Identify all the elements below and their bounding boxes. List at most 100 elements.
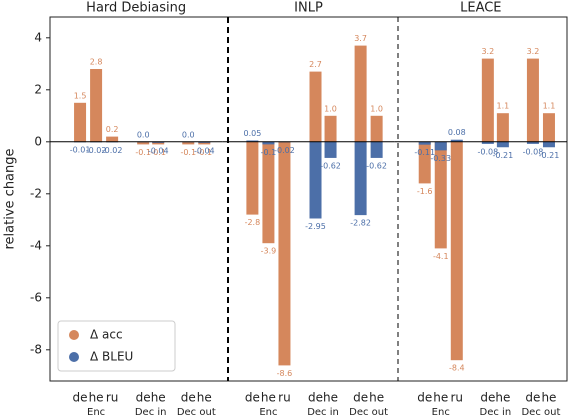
x-tick-label: he xyxy=(433,391,448,405)
bar xyxy=(370,115,383,142)
x-tick-label: de xyxy=(525,391,540,405)
x-tick-label: de xyxy=(480,391,495,405)
value-label: -0.62 xyxy=(366,161,387,170)
group-label: Dec in xyxy=(307,407,339,418)
value-label: 0.2 xyxy=(106,125,119,134)
x-tick-label: he xyxy=(197,391,212,405)
value-label: 1.0 xyxy=(370,104,383,113)
y-tick-label: -6 xyxy=(30,290,42,304)
value-label: -0.1 xyxy=(180,148,196,157)
legend-marker xyxy=(69,330,79,340)
y-tick-label: -4 xyxy=(30,238,42,252)
value-label: 1.5 xyxy=(74,91,87,100)
group-label: Dec in xyxy=(135,407,167,418)
bar xyxy=(354,45,367,142)
x-tick-label: de xyxy=(245,391,260,405)
group-label: Dec in xyxy=(480,407,512,418)
x-tick-label: he xyxy=(323,391,338,405)
value-label: -8.6 xyxy=(277,369,293,378)
value-label: -1.6 xyxy=(417,187,433,196)
group-label: Enc xyxy=(432,407,450,418)
x-tick-label: he xyxy=(89,391,104,405)
x-tick-label: de xyxy=(353,391,368,405)
value-label: 1.1 xyxy=(543,102,556,111)
y-tick-label: 4 xyxy=(34,30,42,44)
value-label: -0.1 xyxy=(196,148,212,157)
value-label: -8.4 xyxy=(449,364,465,373)
value-label: 0.08 xyxy=(448,128,466,137)
value-label: 1.0 xyxy=(324,104,337,113)
bar xyxy=(152,141,165,145)
bar xyxy=(198,141,211,145)
legend-box xyxy=(57,320,176,372)
plot-frame xyxy=(49,16,568,382)
value-label: -0.21 xyxy=(493,151,514,160)
bar xyxy=(418,141,431,184)
x-tick-label: ru xyxy=(451,391,464,405)
bar xyxy=(434,141,447,249)
bar xyxy=(324,115,337,142)
group-label: Dec out xyxy=(349,407,388,418)
value-label: -0.1 xyxy=(261,148,277,157)
value-label: -2.95 xyxy=(305,222,326,231)
value-label: -0.04 xyxy=(148,146,169,155)
bar xyxy=(324,141,337,158)
value-label: -0.1 xyxy=(150,148,166,157)
bar xyxy=(496,141,509,148)
bar xyxy=(137,141,150,145)
bar xyxy=(354,141,367,216)
panel-title: Hard Debiasing xyxy=(86,1,186,16)
bar xyxy=(496,113,509,142)
bar xyxy=(481,58,494,142)
x-tick-label: ru xyxy=(106,391,119,405)
y-tick-label: -2 xyxy=(30,186,42,200)
y-axis-label: relative change xyxy=(3,148,18,249)
value-label: -0.21 xyxy=(539,151,560,160)
y-tick-label: 2 xyxy=(34,82,42,96)
value-label: -0.08 xyxy=(523,147,544,156)
bar xyxy=(198,141,211,143)
x-tick-label: ru xyxy=(278,391,291,405)
x-tick-label: he xyxy=(261,391,276,405)
bar xyxy=(262,141,275,244)
group-label: Dec out xyxy=(177,407,216,418)
bar xyxy=(418,141,431,145)
x-tick-label: he xyxy=(369,391,384,405)
bar xyxy=(152,141,165,143)
legend-label: Δ acc xyxy=(90,328,123,342)
value-label: -0.02 xyxy=(102,146,123,155)
value-label: 0.0 xyxy=(137,130,150,139)
value-label: 0.05 xyxy=(243,129,261,138)
bar xyxy=(262,141,275,145)
value-label: 3.2 xyxy=(481,47,494,56)
value-label: -2.8 xyxy=(245,218,261,227)
y-tick-label: 0 xyxy=(34,134,42,148)
group-label: Enc xyxy=(259,407,277,418)
group-label: Dec out xyxy=(521,407,560,418)
x-tick-label: de xyxy=(73,391,88,405)
bar xyxy=(434,141,447,151)
bar xyxy=(106,136,119,142)
bar xyxy=(542,113,555,142)
value-label: 0.0 xyxy=(182,130,195,139)
bar xyxy=(542,141,555,148)
value-label: -0.1 xyxy=(135,148,151,157)
y-tick-label: -8 xyxy=(30,342,42,356)
value-label: 1.1 xyxy=(497,102,510,111)
value-label: -0.08 xyxy=(477,147,498,156)
x-tick-label: he xyxy=(495,391,510,405)
x-tick-label: de xyxy=(181,391,196,405)
group-label: Enc xyxy=(87,407,105,418)
bar xyxy=(526,141,539,144)
bar xyxy=(182,141,195,145)
bar xyxy=(370,141,383,158)
bar xyxy=(526,58,539,142)
bar xyxy=(481,141,494,144)
panel-title: LEACE xyxy=(460,1,501,16)
bar xyxy=(74,102,87,142)
bar xyxy=(90,69,103,142)
value-label: -0.11 xyxy=(414,148,435,157)
bar xyxy=(450,139,463,142)
